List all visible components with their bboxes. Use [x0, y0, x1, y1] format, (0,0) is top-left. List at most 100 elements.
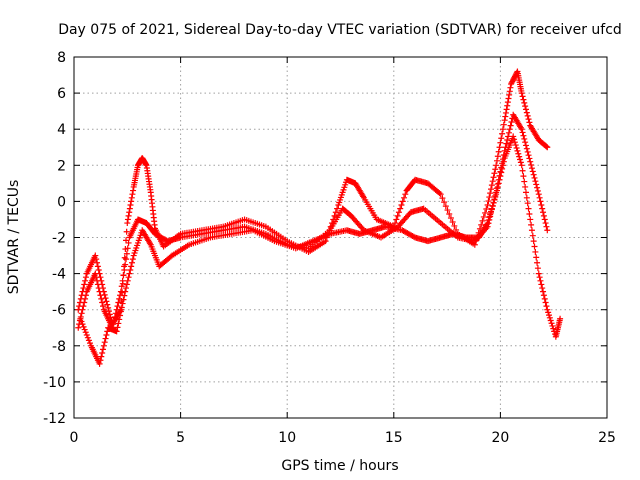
data-point-interp — [508, 118, 515, 125]
data-point-interp — [520, 96, 527, 103]
data-point-interp — [503, 140, 510, 147]
data-point-interp — [394, 212, 401, 219]
data-point-interp — [488, 186, 495, 193]
data-point-interp — [525, 205, 532, 212]
data-point-interp — [522, 189, 529, 196]
data-point-interp — [96, 288, 103, 295]
data-point-interp — [334, 205, 341, 212]
data-point-interp — [528, 161, 535, 168]
data-point-interp — [513, 144, 520, 151]
data-point-interp — [122, 261, 129, 268]
data-point — [544, 227, 551, 234]
data-point-interp — [479, 217, 486, 224]
data-point-interp — [495, 180, 502, 187]
data-point-interp — [436, 190, 443, 197]
data-point-interp — [487, 211, 494, 218]
data-point-interp — [534, 259, 541, 266]
data-point-interp — [531, 243, 538, 250]
data-point-interp — [505, 129, 512, 136]
data-point-interp — [117, 308, 124, 315]
data-point-interp — [497, 139, 504, 146]
data-point — [557, 315, 564, 322]
data-point-interp — [534, 187, 541, 194]
data-point-interp — [546, 312, 553, 319]
data-point-interp — [548, 320, 555, 327]
data-point — [113, 328, 120, 335]
data-point-interp — [439, 195, 446, 202]
data-point-interp — [537, 277, 544, 284]
data-point-interp — [536, 194, 543, 201]
data-point-interp — [124, 245, 131, 252]
data-point-interp — [492, 166, 499, 173]
data-point-interp — [539, 285, 546, 292]
data-point-interp — [127, 202, 134, 209]
data-point-interp — [81, 326, 88, 333]
x-axis-label: GPS time / hours — [281, 458, 398, 474]
data-point-interp — [392, 220, 399, 227]
data-point-interp — [113, 306, 120, 313]
data-point-interp — [495, 148, 502, 155]
data-point-interp — [499, 162, 506, 169]
data-point-interp — [99, 303, 106, 310]
data-point-interp — [101, 339, 108, 346]
data-point-interp — [114, 324, 121, 331]
data-point-interp — [526, 211, 533, 218]
data-point — [92, 270, 99, 277]
data-point-interp — [401, 194, 408, 201]
data-point-interp — [504, 99, 511, 106]
data-point-interp — [489, 178, 496, 185]
data-point-interp — [506, 88, 513, 95]
data-point-interp — [513, 69, 520, 76]
data-point — [510, 133, 517, 140]
data-point — [75, 324, 82, 331]
data-point — [493, 162, 500, 169]
axis-ticks: 0 5 10 15 20 25 -12 -10 -8 -6 -4 -2 0 2 4 6 8 — [43, 50, 616, 446]
data-point-interp — [127, 266, 134, 273]
data-point-interp — [103, 298, 110, 305]
data-point — [518, 126, 525, 133]
data-point — [544, 306, 551, 313]
data-point — [437, 191, 444, 198]
data-point-interp — [538, 202, 545, 209]
y-tick-label: -10 — [43, 375, 66, 391]
data-point-interp — [114, 303, 121, 310]
data-point-interp — [102, 295, 109, 302]
data-point-interp — [85, 337, 92, 344]
data-point-interp — [511, 139, 518, 146]
data-point-interp — [111, 317, 118, 324]
data-point-interp — [82, 274, 89, 281]
data-point-interp — [118, 283, 125, 290]
data-point-interp — [517, 159, 524, 166]
data-point-interp — [492, 194, 499, 201]
data-point-interp — [533, 181, 540, 188]
data-point-interp — [485, 217, 492, 224]
data-point-interp — [522, 139, 529, 146]
data-point-interp — [123, 281, 130, 288]
data-point-interp — [81, 281, 88, 288]
data-point-interp — [128, 259, 135, 266]
data-point-interp — [494, 183, 501, 190]
data-point — [535, 270, 542, 277]
data-point-interp — [497, 173, 504, 180]
data-point-interp — [522, 103, 529, 110]
data-point-interp — [105, 304, 112, 311]
data-point-interp — [522, 183, 529, 190]
data-point-interp — [84, 334, 91, 341]
data-point-interp — [543, 303, 550, 310]
y-tick-label: -12 — [43, 411, 66, 427]
data-point-interp — [110, 321, 117, 328]
data-point-interp — [530, 238, 537, 245]
data-point-interp — [531, 174, 538, 181]
data-point — [77, 315, 84, 322]
data-point-interp — [522, 142, 529, 149]
data-point-interp — [115, 299, 122, 306]
data-point-interp — [512, 142, 519, 149]
y-tick-label: -8 — [52, 339, 66, 355]
data-point-interp — [543, 223, 550, 230]
data-point-interp — [489, 202, 496, 209]
data-point-interp — [529, 232, 536, 239]
data-point-interp — [507, 84, 514, 91]
data-point-interp — [442, 203, 449, 210]
data-point-interp — [529, 168, 536, 175]
data-point-interp — [99, 299, 106, 306]
